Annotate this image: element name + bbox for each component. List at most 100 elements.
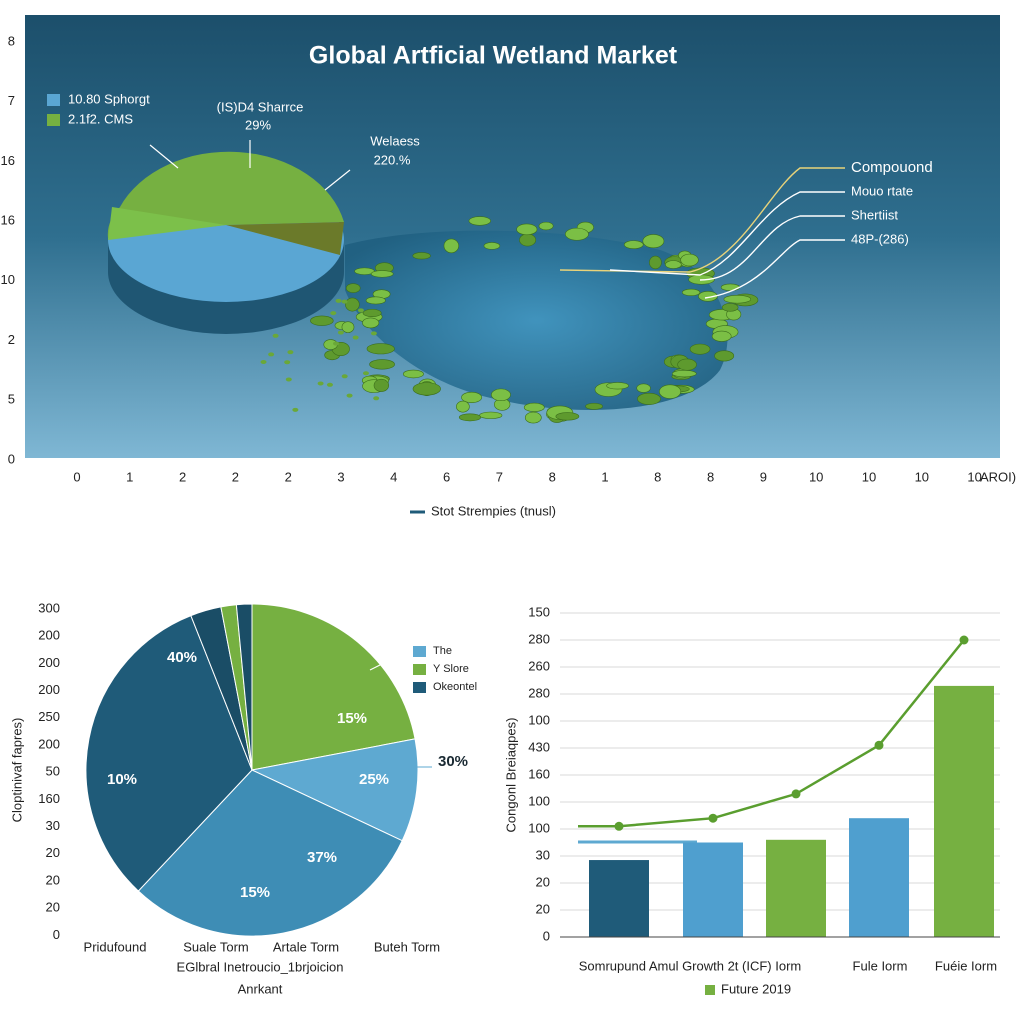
annotation: (IS)D4 Sharrce <box>217 99 304 114</box>
lily-pad <box>317 381 324 386</box>
lily-pad <box>284 360 291 365</box>
y-tick-label: 280 <box>528 631 550 646</box>
y-axis-label: 0 <box>53 927 60 942</box>
bar <box>934 685 994 937</box>
y-tick-label: 160 <box>528 766 550 781</box>
x-axis-label: 6 <box>443 469 450 484</box>
x-axis-label: Buteh Torm <box>374 939 440 954</box>
legend-swatch <box>413 664 426 675</box>
lily-pad <box>370 331 377 336</box>
pointer <box>369 659 412 671</box>
lily-pad <box>268 352 275 357</box>
lily-pad <box>585 402 603 410</box>
y-title: Cloptinivaf fapres) <box>9 718 24 823</box>
bar <box>589 860 649 937</box>
x-axis-label: 8 <box>549 469 556 484</box>
slice-label: 40% <box>167 649 197 666</box>
x-axis-label: 9 <box>760 469 767 484</box>
x-axis-label: 8 <box>707 469 714 484</box>
lily-pad <box>370 270 394 278</box>
x-axis-label: 0 <box>73 469 80 484</box>
x-axis-label: 2 <box>232 469 239 484</box>
y-axis-label: 8 <box>8 33 15 48</box>
lily-pad <box>362 371 369 376</box>
legend-label: The <box>433 645 452 657</box>
y-tick-label: 280 <box>528 685 550 700</box>
lily-pad <box>335 298 342 303</box>
y-tick-label: 430 <box>528 739 550 754</box>
lily-pad <box>538 221 554 231</box>
lily-pad <box>260 360 267 365</box>
legend-label: 2.1f2. CMS <box>68 111 133 126</box>
lily-pad <box>341 374 348 379</box>
line-point <box>791 789 801 799</box>
bottom-legend: Stot Strempies (tnusl) <box>431 503 556 518</box>
x-axis-label: 10 <box>809 469 823 484</box>
lily-pad <box>341 299 348 304</box>
pie-slice <box>137 769 403 937</box>
y-tick-label: 20 <box>536 901 550 916</box>
x-subtitle: Anrkant <box>238 981 283 996</box>
callout: Compouond <box>851 159 933 176</box>
pie-slice <box>251 603 416 771</box>
x-axis-label: 1 <box>601 469 608 484</box>
callout-lines <box>559 167 845 299</box>
lily-pad <box>373 396 380 401</box>
pie-slice <box>85 615 253 892</box>
annotation: 220.% <box>374 152 411 167</box>
y-axis-label: 250 <box>38 709 60 724</box>
y-tick-label: 260 <box>528 658 550 673</box>
trend-line <box>578 639 965 828</box>
slice-label: 10% <box>107 771 137 788</box>
legend-swatch <box>413 682 426 693</box>
lily-pad <box>461 391 483 404</box>
x-axis-label: 10 <box>915 469 929 484</box>
x-axis-label: AROI) <box>980 469 1016 484</box>
y-axis-label: 20 <box>46 845 60 860</box>
y-tick-label: 30 <box>536 847 550 862</box>
y-axis-label: 20 <box>46 900 60 915</box>
lily-pad <box>606 382 629 390</box>
x-axis-label: Suale Torm <box>183 939 249 954</box>
y-axis-label: 16 <box>1 153 15 168</box>
y-axis-label: 50 <box>46 764 60 779</box>
y-tick-label: 0 <box>543 928 550 943</box>
lily-pad <box>458 413 482 422</box>
lily-pad <box>337 330 344 335</box>
lily-pad <box>362 317 380 329</box>
callout: Mouo rtate <box>851 183 913 198</box>
line-point <box>874 740 884 750</box>
line-point <box>614 821 624 831</box>
lily-pad <box>346 393 353 398</box>
lily-pad <box>623 240 644 250</box>
lily-pad <box>330 311 337 316</box>
lily-pad <box>671 370 697 378</box>
top-texts: 10.80 Sphorgt 2.1f2. CMS (IS)D4 Sharrce 29%… <box>1 33 1017 484</box>
legend-swatch <box>47 94 60 106</box>
lily-pad <box>352 335 359 340</box>
lily-pad <box>287 350 294 355</box>
pie-slice <box>250 738 419 842</box>
lily-pad <box>680 253 699 267</box>
legend-swatch <box>47 114 60 126</box>
slice-label: 15% <box>240 884 270 901</box>
legend-swatch <box>705 985 715 995</box>
lily-pad <box>649 255 662 270</box>
lily-pad <box>357 308 364 313</box>
lily-pad <box>366 343 395 355</box>
lily-pad <box>483 242 501 250</box>
slice-label: 37% <box>307 849 337 866</box>
legend-label: Okeontel <box>433 681 477 693</box>
y-tick-label: 100 <box>528 820 550 835</box>
lily-pad <box>345 283 361 293</box>
y-axis-label: 10 <box>1 272 15 287</box>
legend-label: 10.80 Sphorgt <box>68 91 150 106</box>
lily-pad <box>369 359 395 370</box>
lily-pad <box>402 369 424 379</box>
x-axis-label: Pridufound <box>84 939 147 954</box>
slice-label: 15% <box>337 710 367 727</box>
lily-pad <box>333 341 340 346</box>
annotation: Welaess <box>370 133 420 148</box>
line-point <box>959 635 969 645</box>
y-tick-label: 100 <box>528 712 550 727</box>
